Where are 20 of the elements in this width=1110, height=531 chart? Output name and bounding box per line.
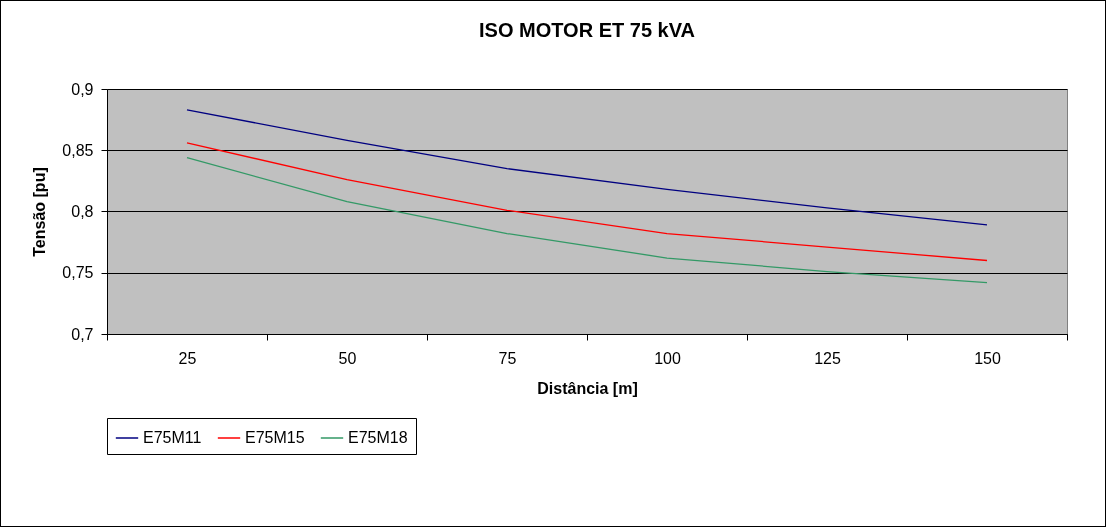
- line-series: [186, 109, 988, 226]
- y-tick-label: 0,9: [71, 80, 94, 98]
- y-tick-label: 0,85: [62, 141, 94, 159]
- x-tick-label: 25: [178, 349, 197, 367]
- x-axis-title: Distância [m]: [537, 379, 638, 397]
- x-tick-label: 50: [338, 349, 357, 367]
- x-tick-label: 150: [974, 349, 1001, 367]
- y-tick-label: 0,8: [71, 203, 94, 220]
- x-tick-label: 125: [814, 349, 841, 367]
- chart-title: ISO MOTOR ET 75 kVA: [479, 19, 695, 41]
- legend-label: E75M15: [245, 429, 305, 446]
- x-tick-label: 75: [498, 349, 517, 367]
- y-axis-title: Tensão [pu]: [31, 167, 49, 257]
- line-series: [186, 142, 988, 262]
- y-tick-label: 0,75: [62, 264, 94, 282]
- line-series: [186, 156, 988, 284]
- legend-label: E75M18: [348, 429, 408, 446]
- x-tick-label: 100: [654, 349, 681, 367]
- y-tick-label: 0,7: [71, 325, 94, 343]
- legend-label: E75M11: [143, 429, 202, 446]
